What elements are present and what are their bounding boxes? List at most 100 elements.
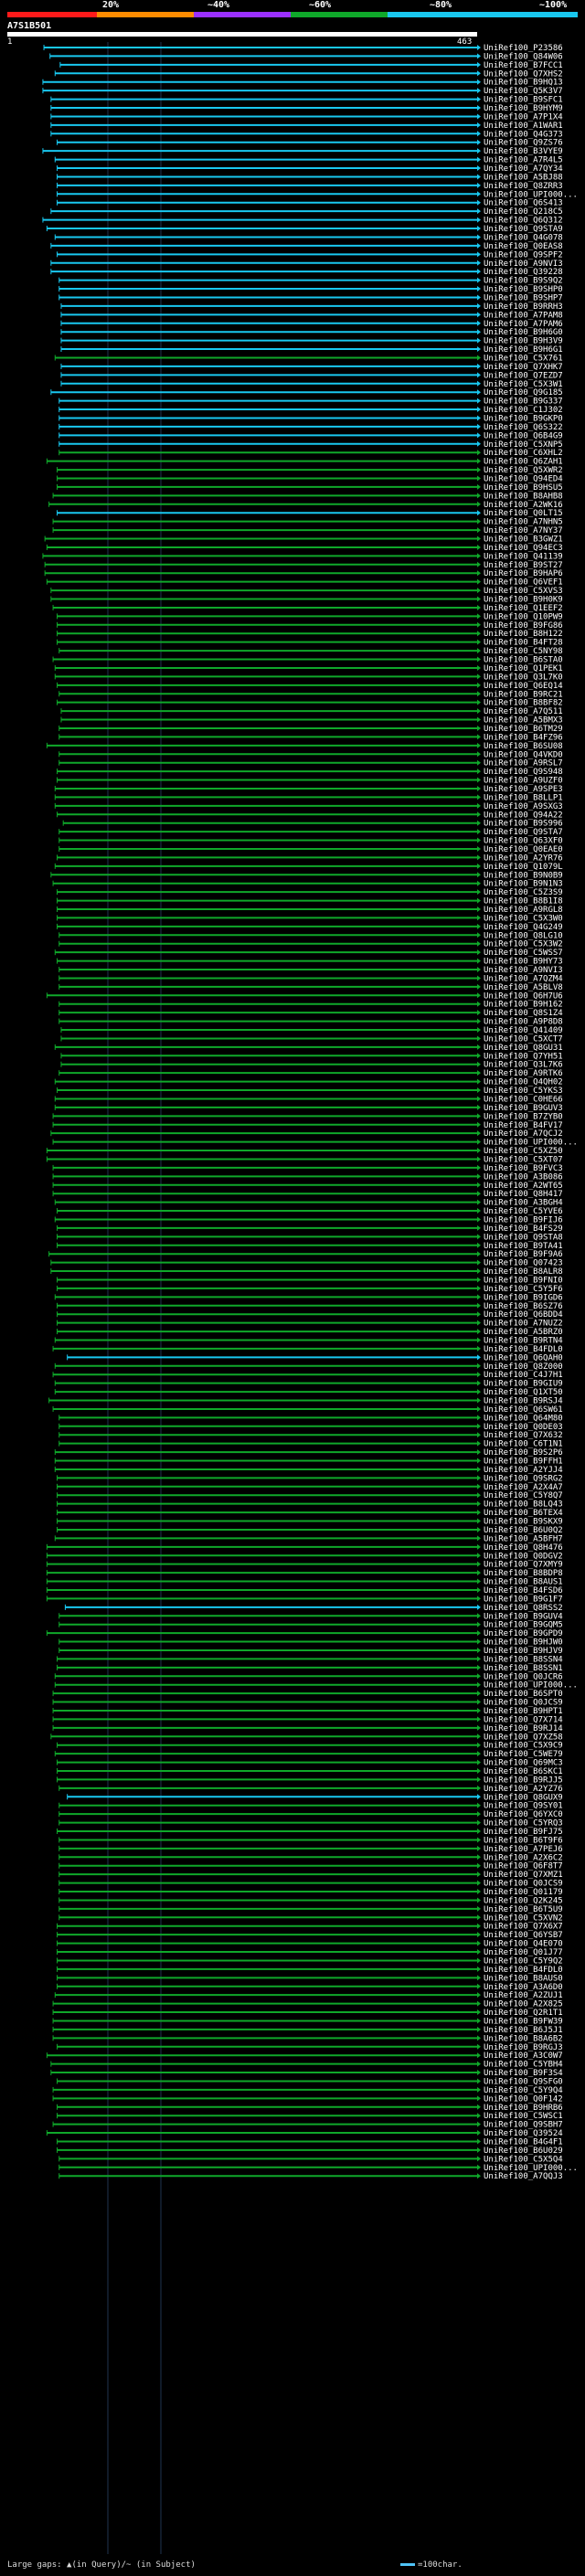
hit-label[interactable]: UniRef100_B6TEX4 bbox=[484, 1509, 563, 1518]
hit-label[interactable]: UniRef100_Q4G373 bbox=[484, 130, 563, 139]
hit-label[interactable]: UniRef100_Q8LG10 bbox=[484, 931, 563, 940]
hit-label[interactable]: UniRef100_B9FIJ6 bbox=[484, 1215, 563, 1224]
hit-label[interactable]: UniRef100_C5XZ50 bbox=[484, 1147, 563, 1156]
hit-label[interactable]: UniRef100_A2X4A7 bbox=[484, 1483, 563, 1492]
hit-label[interactable]: UniRef100_A5BMX3 bbox=[484, 716, 563, 726]
hit-label[interactable]: UniRef100_Q9STA8 bbox=[484, 1233, 563, 1242]
hit-label[interactable]: UniRef100_C5Y8Q7 bbox=[484, 1491, 563, 1500]
hit-label[interactable]: UniRef100_B6SU08 bbox=[484, 742, 563, 751]
hit-label[interactable]: UniRef100_B9TA41 bbox=[484, 1242, 563, 1251]
hit-label[interactable]: UniRef100_B8BF82 bbox=[484, 699, 563, 708]
hit-label[interactable]: UniRef100_Q94A22 bbox=[484, 811, 563, 820]
hit-label[interactable]: UniRef100_A3B086 bbox=[484, 1172, 563, 1182]
hit-label[interactable]: UniRef100_Q0JCS9 bbox=[484, 1880, 563, 1889]
hit-label[interactable]: UniRef100_Q01J77 bbox=[484, 1948, 563, 1957]
hit-label[interactable]: UniRef100_Q6SW61 bbox=[484, 1405, 563, 1415]
hit-label[interactable]: UniRef100_A5BLV8 bbox=[484, 983, 563, 992]
hit-label[interactable]: UniRef100_B8SSN1 bbox=[484, 1664, 563, 1673]
hit-label[interactable]: UniRef100_C6T1N1 bbox=[484, 1440, 563, 1449]
hit-label[interactable]: UniRef100_B9H6G1 bbox=[484, 345, 563, 355]
hit-label[interactable]: UniRef100_B9RSJ4 bbox=[484, 1397, 563, 1406]
hit-label[interactable]: UniRef100_B9F3S4 bbox=[484, 2069, 563, 2078]
hit-label[interactable]: UniRef100_B3VYE9 bbox=[484, 147, 563, 156]
hit-label[interactable]: UniRef100_Q1XT50 bbox=[484, 1388, 563, 1397]
hit-label[interactable]: UniRef100_Q9ZS76 bbox=[484, 139, 563, 148]
hit-label[interactable]: UniRef100_C5XT07 bbox=[484, 1155, 563, 1164]
hit-label[interactable]: UniRef100_B8AUS0 bbox=[484, 1974, 563, 1983]
hit-label[interactable]: UniRef100_Q9SPF2 bbox=[484, 250, 563, 260]
hit-label[interactable]: UniRef100_A2WT65 bbox=[484, 1182, 563, 1191]
hit-label[interactable]: UniRef100_Q7X714 bbox=[484, 1715, 563, 1724]
hit-label[interactable]: UniRef100_B9IGD6 bbox=[484, 1293, 563, 1302]
hit-label[interactable]: UniRef100_B9RJ14 bbox=[484, 1724, 563, 1733]
hit-label[interactable]: UniRef100_A9SPE3 bbox=[484, 785, 563, 794]
hit-label[interactable]: UniRef100_C5XNP5 bbox=[484, 440, 563, 450]
hit-label[interactable]: UniRef100_Q8RSS2 bbox=[484, 1604, 563, 1613]
hit-label[interactable]: UniRef100_A7QQJ3 bbox=[484, 2172, 563, 2181]
hit-label[interactable]: UniRef100_A9NVI3 bbox=[484, 260, 563, 269]
hit-label[interactable]: UniRef100_B8B1I8 bbox=[484, 897, 563, 906]
hit-label[interactable]: UniRef100_Q0F142 bbox=[484, 2094, 563, 2104]
hit-label[interactable]: UniRef100_Q0EAS8 bbox=[484, 242, 563, 251]
hit-label[interactable]: UniRef100_B7ZYB0 bbox=[484, 1112, 563, 1121]
hit-label[interactable]: UniRef100_UPI000... bbox=[484, 2164, 578, 2173]
hit-label[interactable]: UniRef100_Q6YSB7 bbox=[484, 1931, 563, 1940]
hit-label[interactable]: UniRef100_A7R4L5 bbox=[484, 156, 563, 165]
hit-label[interactable]: UniRef100_Q9G185 bbox=[484, 388, 563, 398]
hit-label[interactable]: UniRef100_B6U0Q2 bbox=[484, 1526, 563, 1535]
hit-label[interactable]: UniRef100_Q0EAE0 bbox=[484, 845, 563, 854]
hit-label[interactable]: UniRef100_C5WSS7 bbox=[484, 949, 563, 958]
hit-label[interactable]: UniRef100_C1J302 bbox=[484, 406, 563, 415]
hit-label[interactable]: UniRef100_Q3L7K0 bbox=[484, 673, 563, 682]
hit-label[interactable]: UniRef100_B9SHP0 bbox=[484, 285, 563, 294]
hit-label[interactable]: UniRef100_Q0JCR6 bbox=[484, 1672, 563, 1681]
hit-label[interactable]: UniRef100_B9GPD9 bbox=[484, 1629, 563, 1638]
hit-label[interactable]: UniRef100_Q1079L bbox=[484, 863, 563, 872]
hit-label[interactable]: UniRef100_B9GQM5 bbox=[484, 1621, 563, 1630]
hit-label[interactable]: UniRef100_A7QY34 bbox=[484, 164, 563, 174]
hit-label[interactable]: UniRef100_B9N0B9 bbox=[484, 871, 563, 880]
hit-label[interactable]: UniRef100_A2ZUJ1 bbox=[484, 1991, 563, 2000]
hit-label[interactable]: UniRef100_A9P8D8 bbox=[484, 1018, 563, 1027]
hit-label[interactable]: UniRef100_C5NY98 bbox=[484, 647, 563, 656]
hit-label[interactable]: UniRef100_C5Y5F6 bbox=[484, 1285, 563, 1294]
hit-label[interactable]: UniRef100_C0HE66 bbox=[484, 1095, 563, 1104]
hit-label[interactable]: UniRef100_Q9SBH7 bbox=[484, 2121, 563, 2130]
hit-label[interactable]: UniRef100_A5BFH7 bbox=[484, 1534, 563, 1543]
hit-label[interactable]: UniRef100_A7NHN5 bbox=[484, 518, 563, 527]
hit-label[interactable]: UniRef100_B9S996 bbox=[484, 820, 563, 829]
hit-label[interactable]: UniRef100_Q41139 bbox=[484, 552, 563, 561]
hit-label[interactable]: UniRef100_A2YJJ4 bbox=[484, 1466, 563, 1475]
hit-label[interactable]: UniRef100_Q6F8T7 bbox=[484, 1862, 563, 1871]
hit-label[interactable]: UniRef100_B9G1F7 bbox=[484, 1595, 563, 1604]
hit-label[interactable]: UniRef100_A7P1X4 bbox=[484, 112, 563, 122]
hit-label[interactable]: UniRef100_Q7X6X7 bbox=[484, 1923, 563, 1932]
hit-label[interactable]: UniRef100_A9RTK6 bbox=[484, 1069, 563, 1078]
hit-label[interactable]: UniRef100_Q39228 bbox=[484, 268, 563, 277]
hit-label[interactable]: UniRef100_B9RC21 bbox=[484, 690, 563, 699]
hit-label[interactable]: UniRef100_Q8H476 bbox=[484, 1543, 563, 1553]
hit-label[interactable]: UniRef100_A5BRZ0 bbox=[484, 1328, 563, 1337]
hit-label[interactable]: UniRef100_B9HJW0 bbox=[484, 1638, 563, 1648]
hit-label[interactable]: UniRef100_Q6QAH0 bbox=[484, 1353, 563, 1362]
hit-label[interactable]: UniRef100_A9SXG3 bbox=[484, 802, 563, 811]
hit-label[interactable]: UniRef100_B4FT28 bbox=[484, 639, 563, 648]
hit-label[interactable]: UniRef100_B9F9A6 bbox=[484, 1250, 563, 1259]
hit-label[interactable]: UniRef100_C5XVN2 bbox=[484, 1913, 563, 1923]
hit-label[interactable]: UniRef100_Q9SRG2 bbox=[484, 1474, 563, 1483]
hit-label[interactable]: UniRef100_B8H122 bbox=[484, 630, 563, 639]
hit-label[interactable]: UniRef100_C5X761 bbox=[484, 354, 563, 363]
hit-label[interactable]: UniRef100_C5Y9Q4 bbox=[484, 2086, 563, 2095]
hit-label[interactable]: UniRef100_B9GUV4 bbox=[484, 1612, 563, 1621]
hit-label[interactable]: UniRef100_B6TM29 bbox=[484, 725, 563, 734]
hit-label[interactable]: UniRef100_B6SKC1 bbox=[484, 1767, 563, 1776]
hit-label[interactable]: UniRef100_Q6YXC0 bbox=[484, 1810, 563, 1819]
hit-label[interactable]: UniRef100_B9FVC3 bbox=[484, 1164, 563, 1173]
hit-label[interactable]: UniRef100_B9N1N3 bbox=[484, 880, 563, 889]
hit-label[interactable]: UniRef100_Q7EZD7 bbox=[484, 371, 563, 380]
hit-label[interactable]: UniRef100_B9GIU9 bbox=[484, 1380, 563, 1389]
hit-label[interactable]: UniRef100_A2WK16 bbox=[484, 501, 563, 510]
hit-label[interactable]: UniRef100_Q63XF0 bbox=[484, 837, 563, 846]
hit-label[interactable]: UniRef100_C5YKS3 bbox=[484, 1087, 563, 1096]
hit-label[interactable]: UniRef100_A9RSL7 bbox=[484, 759, 563, 769]
